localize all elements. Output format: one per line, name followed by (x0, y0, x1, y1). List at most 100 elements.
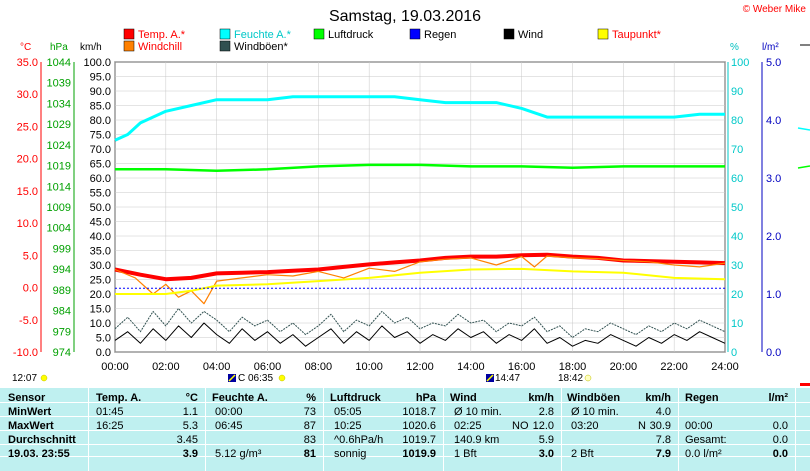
rain-unit-label: l/m² (762, 42, 779, 53)
legend-label: Windchill (138, 41, 182, 53)
x-tick-label: 00:00 (101, 361, 129, 373)
pressure-unit-label: hPa (50, 42, 68, 53)
sunrise-time: C 06:35 (238, 373, 273, 384)
table-row: MinWert 01:45 1.1 00:00 73 05:05 1018.7 Ø 10 mi… (0, 405, 810, 419)
y-tick-label: 1044 (47, 57, 71, 69)
y-tick-label: 75.0 (90, 130, 111, 142)
sun-small-icon (40, 374, 48, 382)
y-tick-label: 1009 (47, 202, 71, 214)
y-tick-label: 40.0 (90, 231, 111, 243)
y-tick-label: 20 (731, 289, 743, 301)
humidity-value: 81 (303, 448, 316, 460)
sun-icon (278, 374, 286, 382)
table-row: 19.03. 23:55 3.9 5.12 g/m³ 81 sonnig 1019.9 1 … (0, 447, 810, 461)
pressure-value: 1020.6 (402, 420, 436, 432)
legend-swatch (219, 40, 231, 52)
y-tick-label: 1039 (47, 78, 71, 90)
temp-value: 3.45 (176, 434, 198, 446)
humidity-value: 83 (303, 434, 316, 446)
y-tick-label: 80.0 (90, 115, 111, 127)
y-tick-label: 90.0 (90, 86, 111, 98)
legend-label: Wind (518, 29, 543, 41)
rain-value: 0.0 (772, 434, 788, 446)
legend-label: Windböen* (234, 41, 289, 53)
gust-direction: N (638, 420, 646, 432)
gust-time: Ø 10 min. (571, 406, 619, 418)
x-tick-label: 14:00 (457, 361, 485, 373)
y-tick-label: 974 (53, 347, 71, 359)
chart-legend: Temp. A.* Feuchte A.* Luftdruck Regen Wind Ta… (123, 28, 662, 53)
humidity-time: 5.12 g/m³ (215, 448, 262, 460)
header-pressure-unit: hPa (415, 392, 436, 404)
rain-time: 0.0 l/m² (685, 448, 722, 460)
legend-label: Regen (424, 29, 456, 41)
x-tick-label: 18:00 (559, 361, 587, 373)
y-tick-label: 60 (731, 173, 743, 185)
y-tick-label: 70.0 (90, 144, 111, 156)
wind-value: 5.9 (538, 434, 554, 446)
y-tick-label: 35.0 (90, 246, 111, 258)
wind-time: 1 Bft (454, 448, 477, 460)
y-tick-label: 5.0 (766, 57, 781, 69)
weather-chart: Samstag, 19.03.2016 © Weber Mike Temp. A… (12, 4, 810, 386)
y-tick-label: 65.0 (90, 159, 111, 171)
header-wind-unit: km/h (528, 392, 554, 404)
right-edge-tick-2 (797, 165, 810, 169)
legend-swatch (503, 28, 515, 40)
x-tick-label: 22:00 (660, 361, 688, 373)
rain-value: 0.0 (772, 448, 788, 460)
y-tick-label: 20.0 (17, 154, 38, 166)
x-tick-label: 24:00 (711, 361, 739, 373)
left-time-marker: 12:07 (12, 373, 37, 384)
gust-value: 7.9 (655, 448, 671, 460)
y-tick-label: 40 (731, 231, 743, 243)
y-tick-label: 999 (53, 243, 71, 255)
header-pressure: Luftdruck (330, 392, 381, 404)
series-taupunkt (115, 267, 726, 295)
y-tick-label: 30.0 (90, 260, 111, 272)
y-tick-label: 45.0 (90, 217, 111, 229)
temp-value: 3.9 (182, 448, 198, 460)
gust-time: 2 Bft (571, 448, 594, 460)
pressure-value: 1019.9 (402, 448, 436, 460)
y-tick-label: -5.0 (19, 315, 38, 327)
legend-swatch (123, 40, 135, 52)
y-tick-label: 10.0 (90, 318, 111, 330)
wind-value: 2.8 (538, 406, 554, 418)
y-tick-label: 55.0 (90, 188, 111, 200)
y-tick-label: 0.0 (766, 347, 781, 359)
y-tick-label: 50 (731, 202, 743, 214)
temp-value: 5.3 (182, 420, 198, 432)
gust-value: 30.9 (649, 420, 671, 432)
legend-swatch (409, 28, 421, 40)
row-label: MinWert (8, 406, 52, 418)
pressure-time: ^0.6hPa/h (334, 434, 384, 446)
humidity-time: 00:00 (215, 406, 243, 418)
y-tick-label: 2.0 (766, 231, 781, 243)
y-tick-label: 70 (731, 144, 743, 156)
legend-swatch (219, 28, 231, 40)
y-tick-label: 60.0 (90, 173, 111, 185)
table-row: Durchschnitt 3.45 83 ^0.6hPa/h 1019.7 140.9 k… (0, 433, 810, 447)
series-windchill (114, 255, 726, 305)
moon-icon (584, 374, 592, 382)
table-header-row: Sensor Temp. A. °C Feuchte A. % Luftdruc… (0, 391, 810, 405)
x-tick-label: 12:00 (406, 361, 434, 373)
rain-value: 0.0 (772, 420, 788, 432)
row-label: MaxWert (8, 420, 54, 432)
y-tick-label: 85.0 (90, 101, 111, 113)
x-tick-label: 16:00 (508, 361, 536, 373)
pressure-time: 10:25 (334, 420, 362, 432)
y-tick-label: 90 (731, 86, 743, 98)
x-tick-label: 20:00 (610, 361, 638, 373)
summary-table: Sensor Temp. A. °C Feuchte A. % Luftdruc… (0, 388, 810, 471)
humidity-value: 87 (303, 420, 316, 432)
y-tick-label: 30.0 (17, 89, 38, 101)
y-tick-label: 979 (53, 326, 71, 338)
y-tick-label: 1004 (47, 223, 71, 235)
y-tick-label: 5.0 (23, 250, 38, 262)
wind-unit-label: km/h (80, 42, 102, 53)
legend-label: Luftdruck (328, 29, 374, 41)
y-tick-label: 1024 (47, 140, 71, 152)
wind-time: 140.9 km (454, 434, 500, 446)
